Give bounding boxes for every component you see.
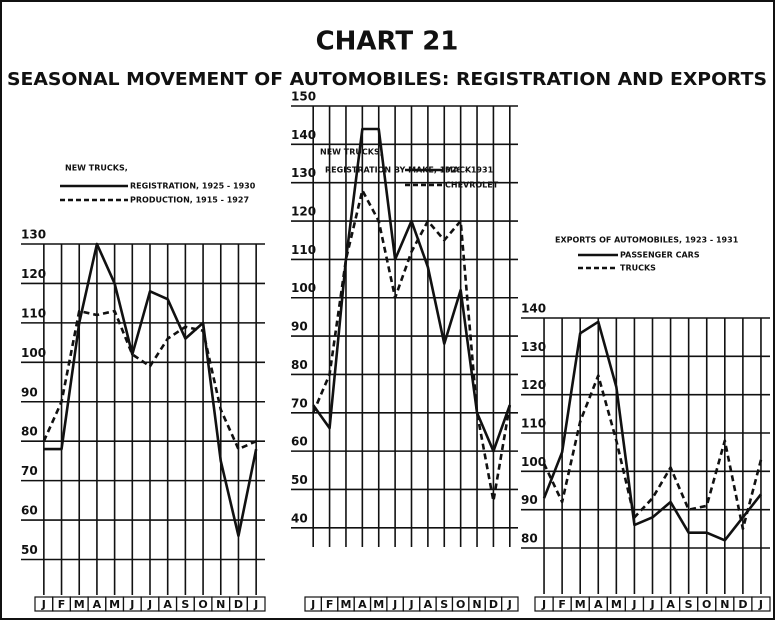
x-tick-label: F [326, 598, 334, 611]
x-tick-label: D [234, 598, 243, 611]
series-line [311, 189, 512, 503]
x-tick-label: J [253, 598, 258, 611]
x-tick-label: J [649, 598, 654, 611]
legend-label: CHEVROLET [445, 181, 499, 190]
x-tick-label: J [392, 598, 397, 611]
x-tick-label: D [489, 598, 498, 611]
series-line [42, 309, 257, 451]
x-tick-label: J [408, 598, 413, 611]
panel-title: EXPORTS OF AUTOMOBILES, 1923 - 1931 [555, 236, 739, 245]
y-tick-label: 140 [291, 128, 316, 142]
x-tick-label: M [74, 598, 85, 611]
y-tick-label: 120 [291, 205, 316, 219]
y-tick-label: 90 [21, 385, 38, 399]
x-tick-label: J [41, 598, 46, 611]
x-tick-label: S [685, 598, 693, 611]
x-tick-label: J [631, 598, 636, 611]
y-tick-label: 70 [21, 464, 38, 478]
x-tick-label: M [575, 598, 586, 611]
x-tick-label: M [373, 598, 384, 611]
x-tick-label: S [440, 598, 448, 611]
page-title: CHART 21 [316, 27, 459, 57]
x-tick-label: M [611, 598, 622, 611]
month-box [501, 596, 519, 612]
y-tick-label: 80 [21, 425, 38, 439]
legend-label: PASSENGER CARS [620, 251, 700, 260]
y-tick-label: 60 [291, 435, 308, 449]
x-tick-label: J [310, 598, 315, 611]
x-tick-label: A [163, 598, 172, 611]
x-tick-label: N [472, 598, 481, 611]
series-line [542, 374, 763, 531]
legend-label: MACK [445, 166, 472, 175]
page-subtitle: SEASONAL MOVEMENT OF AUTOMOBILES: REGIST… [7, 69, 767, 90]
legend-label: REGISTRATION, 1925 - 1930 [130, 182, 256, 191]
y-tick-label: 100 [521, 455, 546, 469]
y-tick-label: 120 [21, 267, 46, 281]
x-tick-label: D [738, 598, 747, 611]
x-tick-label: M [340, 598, 351, 611]
y-tick-label: 70 [291, 396, 308, 410]
y-tick-label: 130 [21, 228, 46, 242]
y-tick-label: 80 [521, 532, 538, 546]
y-tick-label: 100 [21, 346, 46, 360]
x-tick-label: F [58, 598, 66, 611]
x-tick-label: J [147, 598, 152, 611]
y-tick-label: 130 [521, 340, 546, 354]
y-tick-label: 60 [21, 504, 38, 518]
x-tick-label: A [358, 598, 367, 611]
y-tick-label: 150 [291, 90, 316, 104]
y-tick-label: 110 [291, 243, 316, 257]
y-tick-label: 110 [21, 306, 46, 320]
x-tick-label: A [424, 598, 433, 611]
x-tick-label: O [456, 598, 465, 611]
y-tick-label: 140 [521, 302, 546, 316]
y-tick-label: 120 [521, 378, 546, 392]
legend-label: TRUCKS [620, 264, 656, 273]
y-tick-label: 40 [291, 511, 308, 525]
month-box [751, 596, 771, 612]
y-tick-label: 90 [291, 320, 308, 334]
y-tick-label: 130 [291, 166, 316, 180]
series-line [43, 242, 258, 538]
y-tick-label: 90 [521, 493, 538, 507]
x-tick-label: J [129, 598, 134, 611]
panel-title: NEW TRUCKS, [320, 148, 383, 157]
x-tick-label: J [541, 598, 546, 611]
y-tick-label: 110 [521, 417, 546, 431]
y-tick-label: 50 [21, 543, 38, 557]
x-tick-label: O [702, 598, 711, 611]
series-line [312, 127, 512, 453]
x-tick-label: S [181, 598, 189, 611]
x-tick-label: A [93, 598, 102, 611]
y-tick-label: 50 [291, 473, 308, 487]
x-tick-label: J [507, 598, 512, 611]
x-tick-label: A [594, 598, 603, 611]
x-tick-label: N [216, 598, 225, 611]
y-tick-label: 100 [291, 281, 316, 295]
series-line [542, 320, 762, 542]
x-tick-label: O [198, 598, 207, 611]
panel-title: NEW TRUCKS, [65, 164, 128, 173]
x-tick-label: A [666, 598, 675, 611]
x-tick-label: N [720, 598, 729, 611]
month-box [246, 596, 266, 612]
x-tick-label: F [558, 598, 566, 611]
y-tick-label: 80 [291, 358, 308, 372]
x-tick-label: M [109, 598, 120, 611]
x-tick-label: J [758, 598, 763, 611]
legend-label: PRODUCTION, 1915 - 1927 [130, 196, 249, 205]
